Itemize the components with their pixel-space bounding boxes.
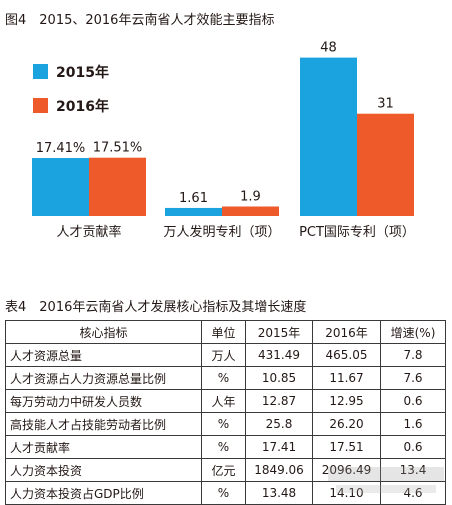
table-row: 每万劳动力中研发人员数 人年 12.87 12.95 0.6 bbox=[5, 389, 446, 413]
table-cell-unit: % bbox=[201, 412, 246, 436]
header-growth: 增速(%) bbox=[380, 320, 446, 344]
watermark-logo bbox=[328, 467, 444, 493]
table-row: 人才资源总量 万人 431.49 465.05 7.8 bbox=[5, 343, 446, 367]
chart-bars bbox=[32, 57, 414, 216]
bar-chart: 2015年 2016年 17.41% 1.61 48 17.51% 1.9 31 人才贡献率… bbox=[32, 41, 415, 240]
bar-2016年-0 bbox=[89, 157, 146, 216]
bar-value-label: 17.41% bbox=[36, 141, 86, 156]
table-cell-unit: % bbox=[201, 435, 246, 459]
bar-value-label: 17.51% bbox=[93, 141, 143, 156]
bar-value-label: 31 bbox=[377, 97, 394, 112]
table-cell-indicator: 每万劳动力中研发人员数 bbox=[5, 389, 202, 413]
header-2016: 2016年 bbox=[312, 320, 381, 344]
table-cell-2015: 17.41 bbox=[245, 435, 313, 459]
table-cell-2015: 10.85 bbox=[245, 366, 313, 390]
table-cell-2016: 17.51 bbox=[312, 435, 381, 459]
bar-value-label: 1.9 bbox=[240, 190, 261, 205]
header-unit: 单位 bbox=[201, 320, 246, 344]
table-cell-2015: 1849.06 bbox=[245, 458, 313, 482]
bar-2016年-1 bbox=[222, 206, 279, 216]
table-cell-2016: 2096.49 bbox=[312, 458, 381, 482]
bar-2015年-1 bbox=[165, 207, 222, 216]
chart-data-labels: 17.41% 1.61 48 17.51% 1.9 31 bbox=[36, 41, 394, 206]
table-cell-unit: 人年 bbox=[201, 389, 246, 413]
chart-legend: 2015年 2016年 bbox=[33, 64, 109, 115]
table-cell-unit: 亿元 bbox=[201, 458, 246, 482]
table-cell-2015: 13.48 bbox=[245, 481, 313, 505]
legend-swatch bbox=[33, 98, 48, 113]
table-cell-growth: 0.6 bbox=[380, 389, 446, 413]
header-indicator: 核心指标 bbox=[5, 320, 202, 344]
table-row: 高技能人才占技能劳动者比例% 25.8 26.20 1.6 bbox=[5, 412, 446, 436]
table-cell-2016: 26.20 bbox=[312, 412, 381, 436]
table-cell-growth: 7.8 bbox=[380, 343, 446, 367]
table-row: 人才贡献率% 17.41 17.51 0.6 bbox=[5, 435, 446, 459]
table-cell-indicator: 人力资本投资 bbox=[5, 458, 202, 482]
chart-category-labels: 人才贡献率 万人发明专利（项） PCT国际专利（项） bbox=[56, 224, 414, 240]
table-cell-unit: % bbox=[201, 481, 246, 505]
table-cell-indicator: 高技能人才占技能劳动者比例 bbox=[5, 412, 202, 436]
indicator-table: 核心指标 单位 2015年 2016年 增速(%) 人才资源总量 万人 431.49… bbox=[5, 320, 446, 505]
table-cell-indicator: 人才资源占人力资源总量比例 bbox=[5, 366, 202, 390]
bar-2015年-0 bbox=[32, 158, 89, 216]
table-cell-growth: 1.6 bbox=[380, 412, 446, 436]
table-cell-growth: 7.6 bbox=[380, 366, 446, 390]
table-cell-2015: 431.49 bbox=[245, 343, 313, 367]
bar-2015年-2 bbox=[300, 57, 357, 216]
figure-title: 图4 2015、2016年云南省人才效能主要指标 bbox=[5, 13, 275, 28]
table-cell-2015: 12.87 bbox=[245, 389, 313, 413]
legend-label: 2015年 bbox=[56, 64, 109, 81]
header-2015: 2015年 bbox=[245, 320, 313, 344]
table-cell-growth: 13.4 bbox=[380, 458, 446, 482]
table-cell-growth: 4.6 bbox=[380, 481, 446, 505]
table-cell-2016: 11.67 bbox=[312, 366, 381, 390]
legend-swatch bbox=[33, 64, 48, 79]
bar-2016年-2 bbox=[357, 113, 414, 216]
table-cell-unit: % bbox=[201, 366, 246, 390]
table-header-row: 核心指标 单位 2015年 2016年 增速(%) bbox=[5, 320, 446, 344]
bar-value-label: 48 bbox=[320, 41, 337, 56]
legend-label: 2016年 bbox=[56, 98, 109, 115]
category-label: PCT国际专利（项） bbox=[299, 225, 415, 240]
table-cell-indicator: 人才贡献率 bbox=[5, 435, 202, 459]
category-label: 人才贡献率 bbox=[56, 224, 121, 240]
table-cell-indicator: 人力资本投资占GDP比例 bbox=[5, 481, 202, 505]
category-label: 万人发明专利（项） bbox=[163, 224, 280, 240]
table-cell-2016: 465.05 bbox=[312, 343, 381, 367]
table-cell-unit: 万人 bbox=[201, 343, 246, 367]
table-cell-2015: 25.8 bbox=[245, 412, 313, 436]
table-cell-growth: 0.6 bbox=[380, 435, 446, 459]
table-row: 人才资源占人力资源总量比例% 10.85 11.67 7.6 bbox=[5, 366, 446, 390]
table-cell-indicator: 人才资源总量 bbox=[5, 343, 202, 367]
table-title: 表4 2016年云南省人才发展核心指标及其增长速度 bbox=[5, 300, 307, 315]
table-cell-2016: 14.10 bbox=[312, 481, 381, 505]
table-cell-2016: 12.95 bbox=[312, 389, 381, 413]
bar-value-label: 1.61 bbox=[179, 191, 208, 206]
